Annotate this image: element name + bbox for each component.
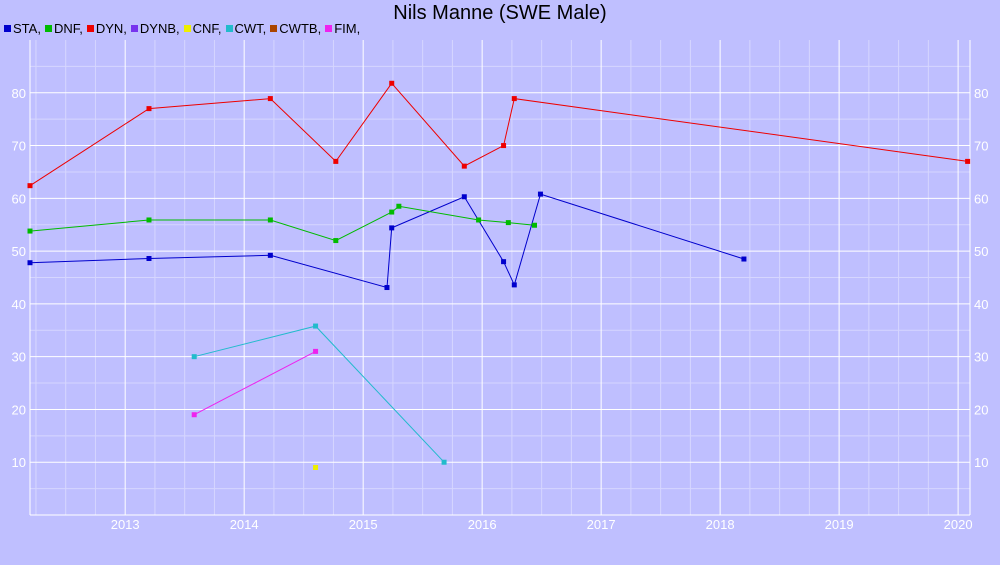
data-point-sta [461, 194, 467, 200]
x-tick-label-2019: 2019 [825, 517, 854, 532]
y-tick-label-right-40: 40 [974, 297, 988, 312]
x-tick-label-2014: 2014 [230, 517, 259, 532]
series-line-sta [29, 193, 745, 289]
data-point-cwt [191, 354, 197, 360]
x-tick-label-2020: 2020 [944, 517, 973, 532]
y-tick-label-right-30: 30 [974, 350, 988, 365]
data-point-dnf [532, 222, 538, 228]
data-point-sta [146, 256, 152, 261]
legend-label: CWT, [234, 20, 267, 36]
y-tick-label-right-60: 60 [974, 191, 988, 206]
x-tick-label-2017: 2017 [587, 517, 616, 532]
data-point-dnf [267, 217, 273, 223]
x-tick-label-2013: 2013 [111, 517, 140, 532]
data-point-dyn [389, 80, 395, 86]
legend-item-fim: FIM, [325, 20, 360, 36]
data-point-sta [27, 260, 33, 266]
legend-item-dynb: DYNB, [130, 20, 180, 36]
legend: STA, DNF, DYN, DYNB, CNF, CWT, CWTB, FIM, [4, 20, 364, 36]
y-tick-label-left-40: 40 [12, 297, 26, 312]
legend-label: DNF, [53, 20, 83, 36]
legend-item-dnf: DNF, [44, 20, 83, 36]
legend-label: CWTB, [279, 20, 322, 36]
legend-swatch [270, 24, 278, 32]
data-point-sta [741, 256, 747, 262]
legend-item-cnf: CNF, [183, 20, 222, 36]
data-point-fim [191, 412, 197, 418]
grid [30, 40, 970, 515]
y-tick-label-right-10: 10 [974, 455, 988, 470]
data-point-dnf [27, 228, 33, 234]
y-tick-label-left-30: 30 [12, 350, 26, 365]
x-tick-label-2018: 2018 [706, 517, 735, 532]
y-tick-label-left-50: 50 [12, 244, 26, 259]
data-point-dnf [396, 203, 402, 209]
legend-item-cwtb: CWTB, [270, 20, 321, 36]
data-point-dyn [333, 158, 339, 164]
data-point-dyn [965, 158, 971, 164]
series-line-fim [193, 350, 316, 416]
data-point-dnf [505, 220, 511, 226]
legend-swatch [44, 24, 52, 32]
data-point-fim [313, 348, 319, 354]
legend-swatch [86, 24, 94, 32]
y-tick-label-right-50: 50 [974, 244, 988, 259]
data-point-dyn [511, 96, 517, 102]
data-point-dyn [501, 143, 507, 149]
y-tick-label-left-70: 70 [12, 139, 26, 154]
data-point-dnf [146, 217, 152, 223]
data-point-sta [511, 282, 517, 288]
legend-item-cwt: CWT, [225, 20, 267, 36]
data-point-sta [267, 252, 273, 258]
data-point-dyn [27, 183, 33, 189]
x-tick-label-2016: 2016 [468, 517, 497, 532]
data-point-sta [501, 259, 507, 265]
chart-title: Nils Manne (SWE Male) [393, 2, 607, 24]
data-point-dyn [267, 96, 273, 102]
series-line-cwt [194, 325, 445, 463]
legend-item-dyn: DYN, [86, 20, 127, 36]
y-tick-label-right-80: 80 [974, 86, 988, 101]
data-point-sta [384, 285, 390, 291]
series-line-dnf [29, 205, 535, 242]
legend-label: FIM, [334, 20, 361, 36]
data-point-dnf [476, 217, 482, 223]
legend-swatch [130, 24, 138, 32]
data-point-cnf [313, 465, 319, 470]
legend-swatch [325, 24, 333, 32]
legend-label: DYNB, [139, 20, 180, 36]
data-point-cwt [313, 323, 319, 329]
y-tick-label-right-20: 20 [974, 402, 988, 417]
legend-item-sta: STA, [4, 20, 41, 36]
y-tick-label-right-70: 70 [974, 139, 988, 154]
data-point-sta [537, 191, 543, 197]
series-line-dyn [29, 82, 968, 187]
legend-label: DYN, [95, 20, 127, 36]
legend-label: STA, [13, 20, 41, 36]
data-point-cwt [441, 459, 447, 465]
x-tick-label-2015: 2015 [349, 517, 378, 532]
series-lines [27, 80, 971, 470]
legend-label: CNF, [192, 20, 222, 36]
data-point-sta [389, 225, 395, 231]
y-tick-label-left-60: 60 [12, 191, 26, 206]
legend-swatch [4, 24, 11, 32]
y-tick-label-left-10: 10 [12, 455, 26, 470]
data-point-dnf [389, 209, 395, 215]
y-tick-label-left-80: 80 [12, 86, 26, 101]
data-point-dnf [333, 238, 339, 244]
legend-swatch [225, 24, 233, 32]
data-point-dyn [461, 163, 467, 169]
y-tick-label-left-20: 20 [12, 402, 26, 417]
data-point-dyn [146, 106, 152, 112]
legend-swatch [183, 24, 191, 32]
